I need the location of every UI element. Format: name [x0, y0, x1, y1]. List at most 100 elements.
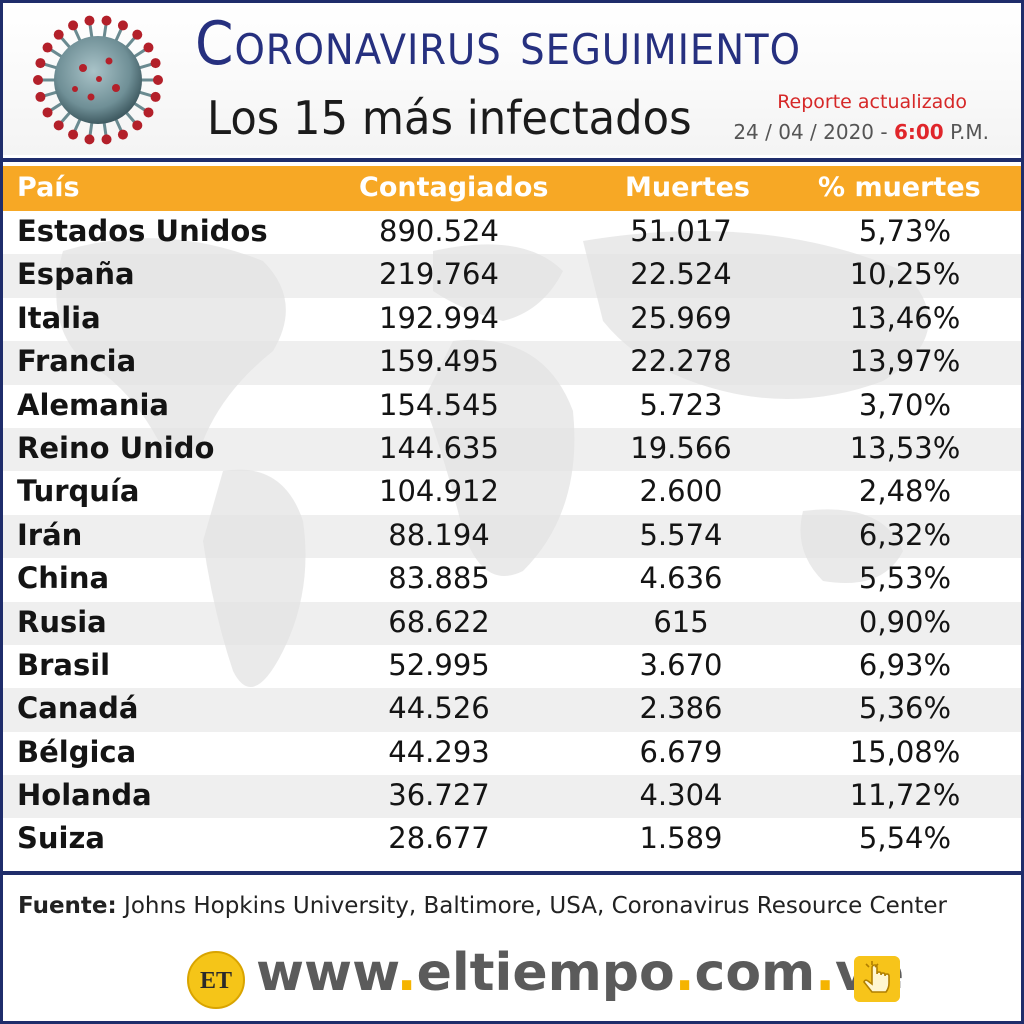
table-row: Irán 88.194 5.574 6,32%: [3, 514, 1021, 559]
cases-cell: 28.677: [388, 821, 490, 856]
country-cell: Bélgica: [17, 734, 137, 769]
virus-spike-tip: [68, 129, 79, 140]
death-pct-cell: 5,73%: [858, 214, 952, 248]
virus-spike-tip: [42, 42, 53, 53]
deaths-cell: 22.524: [630, 257, 732, 292]
source-note: Fuente: Johns Hopkins University, Baltim…: [18, 893, 947, 919]
death-pct-cell: 3,70%: [858, 387, 952, 422]
country-cell: Estados Unidos: [17, 214, 268, 248]
virus-spike-tip: [153, 75, 163, 85]
virus-spike-tip: [117, 20, 128, 31]
virus-spike-tip: [53, 29, 64, 40]
table-row: Italia 192.994 25.969 13,46%: [3, 298, 1021, 341]
deaths-cell: 6.679: [639, 734, 723, 769]
report-ampm: P.M.: [950, 120, 989, 144]
virus-spike-tip: [143, 42, 154, 53]
source-text: Johns Hopkins University, Baltimore, USA…: [124, 893, 947, 919]
hand-pointer-icon[interactable]: [854, 956, 900, 1002]
virus-spike-tip: [35, 58, 46, 69]
deaths-cell: 615: [653, 604, 709, 639]
table-row: China 83.885 4.636 5,53%: [3, 558, 1021, 601]
website-link[interactable]: www.eltiempo.com.ve: [256, 943, 904, 1003]
death-pct-cell: 13,53%: [849, 430, 961, 465]
virus-spike-tip: [35, 91, 46, 102]
title-text: Coronavirus seguimiento: [195, 9, 801, 79]
header-divider: [3, 158, 1021, 162]
death-pct-cell: 13,97%: [849, 344, 961, 379]
death-pct-cell: 5,53%: [858, 561, 952, 596]
deaths-cell: 19.566: [630, 430, 732, 465]
url-part: com: [694, 943, 816, 1003]
report-label: Reporte actualizado: [777, 91, 967, 113]
cases-cell: 192.994: [379, 300, 499, 335]
cases-cell: 104.912: [379, 474, 499, 509]
subtitle: Los 15 más infectados: [207, 91, 692, 145]
deaths-cell: 22.278: [630, 344, 732, 379]
url-part: eltiempo: [416, 943, 675, 1003]
virus-spike-tip: [150, 91, 161, 102]
virus-spike-tip: [132, 120, 143, 131]
cases-cell: 219.764: [379, 257, 499, 292]
virus-spike-tip: [150, 58, 161, 69]
table-header: País Contagiados Muertes % muertes: [3, 166, 1021, 211]
death-pct-cell: 10,25%: [849, 257, 961, 292]
virus-spike-tip: [143, 107, 154, 118]
page-title: Coronavirus seguimiento: [195, 9, 801, 79]
virus-spike-tip: [101, 134, 112, 145]
death-pct-cell: 2,48%: [858, 474, 952, 509]
report-date: 24 / 04 / 2020 - 6:00 P.M.: [733, 120, 989, 144]
country-cell: España: [17, 257, 135, 292]
cases-cell: 44.293: [388, 734, 490, 769]
deaths-cell: 25.969: [630, 300, 732, 335]
country-cell: Rusia: [17, 604, 107, 639]
country-cell: Brasil: [17, 647, 111, 682]
country-cell: Holanda: [17, 778, 152, 813]
virus-spike-tip: [33, 75, 43, 85]
deaths-cell: 3.670: [639, 647, 723, 682]
table-row: Rusia 68.622 615 0,90%: [3, 601, 1021, 645]
cases-cell: 36.727: [388, 778, 490, 813]
table-row: Estados Unidos 890.524 51.017 5,73%: [3, 211, 1021, 254]
report-date-text: 24 / 04 / 2020 -: [733, 120, 888, 144]
virus-spike-tip: [84, 15, 95, 26]
cases-cell: 52.995: [388, 647, 490, 682]
death-pct-cell: 5,54%: [858, 821, 952, 856]
deaths-cell: 4.636: [639, 561, 723, 596]
country-cell: Francia: [17, 344, 137, 379]
table-row: Suiza 28.677 1.589 5,54%: [3, 818, 1021, 861]
column-header-country: País: [17, 172, 80, 203]
country-cell: China: [17, 561, 110, 596]
table-row: Holanda 36.727 4.304 11,72%: [3, 775, 1021, 819]
url-dot: .: [815, 943, 835, 1003]
table-row: Reino Unido 144.635 19.566 13,53%: [3, 427, 1021, 472]
country-cell: Suiza: [17, 821, 105, 856]
column-header-death-pct: % muertes: [818, 172, 981, 203]
data-table: País Contagiados Muertes % muertes Estad…: [3, 166, 1021, 866]
cases-cell: 144.635: [379, 430, 499, 465]
cases-cell: 44.526: [388, 691, 490, 726]
cases-cell: 890.524: [379, 214, 499, 248]
virus-spike-tip: [117, 129, 128, 140]
virus-spike-tip: [84, 134, 95, 145]
header: Coronavirus seguimiento Los 15 más infec…: [3, 3, 1021, 155]
el-tiempo-logo[interactable]: ET: [186, 950, 246, 1010]
country-cell: Turquía: [17, 474, 140, 509]
cases-cell: 88.194: [388, 517, 490, 552]
virus-spike-tip: [101, 15, 112, 26]
url-dot: .: [674, 943, 695, 1003]
table-row: Turquía 104.912 2.600 2,48%: [3, 471, 1021, 514]
death-pct-cell: 15,08%: [849, 734, 961, 769]
virus-spike-tip: [53, 120, 64, 131]
url-part: www: [256, 943, 397, 1003]
source-label: Fuente:: [18, 893, 117, 919]
coronavirus-icon: [33, 15, 163, 145]
deaths-cell: 4.304: [639, 778, 723, 813]
death-pct-cell: 13,46%: [849, 300, 961, 335]
virus-spike-tip: [132, 29, 143, 40]
table-row: España 219.764 22.524 10,25%: [3, 254, 1021, 298]
death-pct-cell: 6,93%: [858, 647, 952, 682]
deaths-cell: 2.386: [639, 691, 723, 726]
death-pct-cell: 5,36%: [858, 691, 952, 726]
report-time: 6:00: [893, 120, 944, 144]
deaths-cell: 1.589: [639, 821, 723, 856]
